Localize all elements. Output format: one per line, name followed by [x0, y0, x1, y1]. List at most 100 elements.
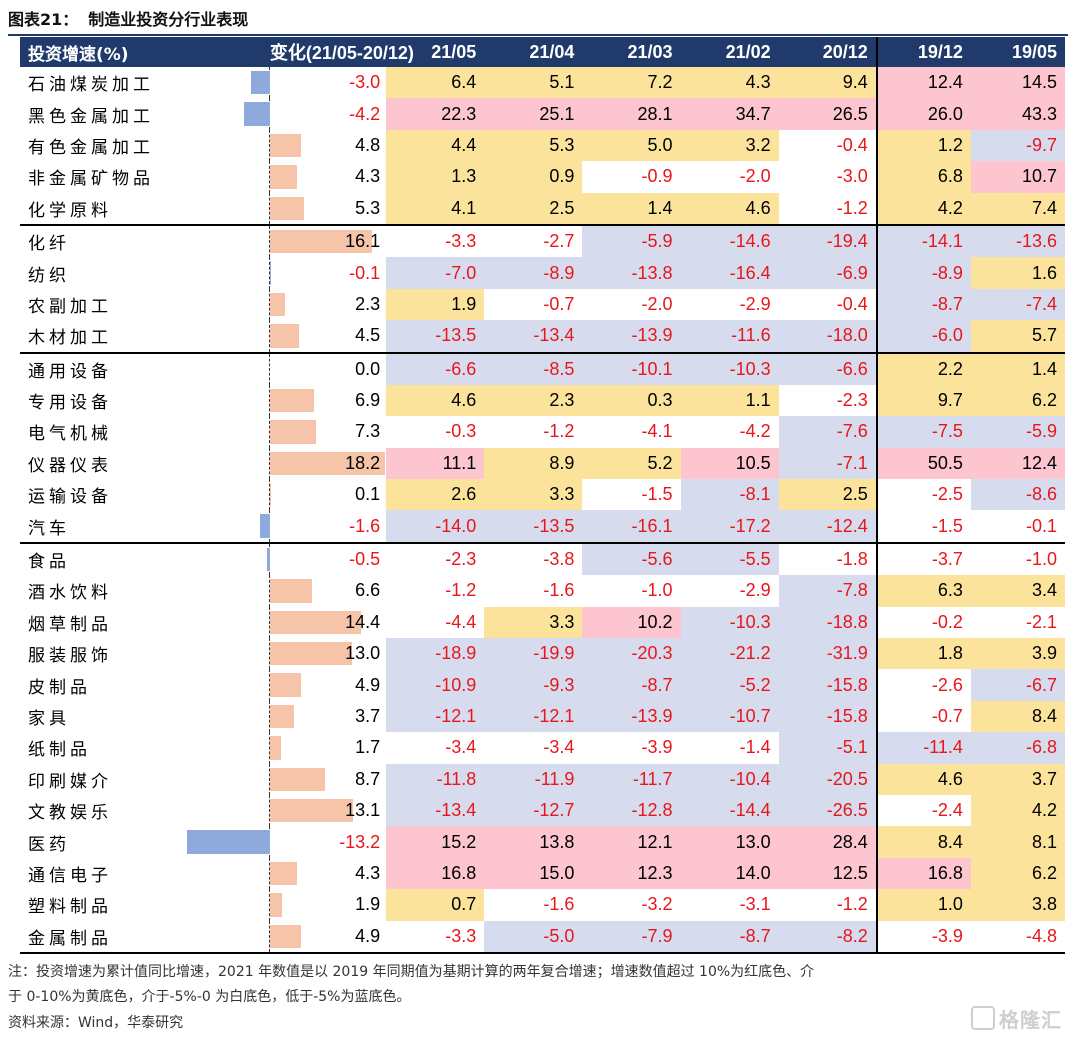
value-cell: 28.4	[778, 826, 877, 858]
value-cell: 3.2	[680, 129, 779, 162]
value-cell: 2.6	[386, 479, 485, 511]
change-value: -4.2	[349, 103, 381, 124]
value-cell: -11.8	[386, 763, 485, 795]
value-cell: -2.0	[582, 288, 681, 321]
industry-name: 非金属矿物品	[28, 169, 154, 190]
industry-name: 食品	[20, 541, 270, 576]
value-cell: -2.5	[875, 479, 971, 511]
change-cell: 0.1	[269, 479, 387, 511]
value-cell: -2.1	[970, 606, 1065, 639]
change-cell: 4.9	[269, 920, 387, 954]
table-row: 化纤 16.1 -3.3 -2.7 -5.9 -14.6 -19.4 -14.1 -13.6	[20, 223, 1065, 258]
header-name: 投资增速(%)	[20, 37, 270, 67]
change-bar-positive	[270, 798, 353, 823]
value-cell: -18.8	[778, 606, 877, 639]
change-bar-positive	[270, 388, 314, 413]
change-cell: 14.4	[269, 606, 387, 639]
value-cell: -2.9	[680, 288, 779, 321]
table-row: 黑色金属加工 -4.2 22.3 25.1 28.1 34.7 26.5 26.0 43.3	[20, 98, 1065, 130]
value-cell: -14.4	[680, 794, 779, 827]
industry-name: 烟草制品	[28, 614, 112, 635]
industry-name: 医药	[28, 834, 70, 855]
change-value: 6.9	[355, 390, 381, 411]
value-cell: 3.9	[970, 638, 1065, 670]
value-cell: -1.6	[484, 889, 583, 921]
table-row: 印刷媒介 8.7 -11.8 -11.9 -11.7 -10.4 -20.5 4.6 3.7	[20, 763, 1065, 795]
change-value: -3.0	[349, 72, 381, 93]
value-cell: 16.8	[386, 857, 485, 890]
value-cell: -2.9	[680, 575, 779, 607]
title-number: 图表21：	[8, 10, 79, 29]
value-cell: 12.4	[970, 447, 1065, 480]
value-cell: -3.7	[875, 541, 971, 576]
value-cell: -8.7	[582, 669, 681, 701]
industry-name: 文教娱乐	[28, 803, 112, 824]
value-cell: -1.8	[778, 541, 877, 576]
watermark: 格隆汇	[971, 1004, 1062, 1033]
value-cell: 1.6	[970, 257, 1065, 289]
change-cell: 6.9	[269, 384, 387, 417]
table-row: 塑料制品 1.9 0.7 -1.6 -3.2 -3.1 -1.2 1.0 3.8	[20, 889, 1065, 921]
change-bar-negative	[187, 830, 271, 854]
value-cell: -5.9	[970, 416, 1065, 448]
value-cell: 2.2	[875, 351, 971, 385]
table-body: 石油煤炭加工 -3.0 6.4 5.1 7.2 4.3 9.4 12.4 14.5 黑色金属加工 -…	[20, 67, 1065, 954]
value-cell: -10.7	[680, 700, 779, 733]
title-rule	[8, 34, 1068, 36]
value-cell: -8.2	[778, 920, 877, 954]
value-cell: -2.6	[875, 669, 971, 701]
industry-name: 酒水饮料	[28, 583, 112, 604]
value-cell: 3.3	[484, 479, 583, 511]
value-cell: -0.1	[970, 510, 1065, 543]
value-cell: -6.8	[970, 732, 1065, 764]
table-row: 木材加工 4.5 -13.5 -13.4 -13.9 -11.6 -18.0 -6.0 5.7	[20, 320, 1065, 353]
header-row: 投资增速(%) 变化(21/05-20/12) 21/05 21/04 21/0…	[20, 37, 1065, 67]
industry-name: 运输设备	[28, 487, 112, 508]
value-cell: -6.6	[386, 351, 485, 385]
value-cell: 3.7	[970, 763, 1065, 795]
value-cell: 15.0	[484, 857, 583, 890]
value-cell: -10.3	[680, 606, 779, 639]
value-cell: -18.9	[386, 638, 485, 670]
value-cell: -8.1	[680, 479, 779, 511]
industry-name: 专用设备	[28, 393, 112, 414]
industry-name: 汽车	[28, 518, 70, 539]
change-cell: 5.3	[269, 192, 387, 225]
value-cell: -4.4	[386, 606, 485, 639]
value-cell: 0.3	[582, 384, 681, 417]
value-cell: 9.7	[875, 384, 971, 417]
change-value: 0.1	[355, 484, 381, 505]
value-cell: -0.4	[778, 129, 877, 162]
change-cell: 1.7	[269, 732, 387, 764]
change-bar-positive	[270, 924, 302, 948]
change-value: 2.3	[355, 293, 381, 314]
industry-name: 纺织	[28, 265, 70, 286]
value-cell: -12.8	[582, 794, 681, 827]
value-cell: -8.7	[680, 920, 779, 954]
value-cell: -18.0	[778, 320, 877, 353]
change-cell: 0.0	[269, 351, 387, 385]
change-value: 16.1	[345, 231, 381, 252]
value-cell: 8.4	[970, 700, 1065, 733]
header-period: 21/04	[484, 37, 583, 67]
header-period: 21/05	[386, 37, 485, 67]
industry-name: 金属制品	[20, 920, 270, 954]
change-bar-negative	[251, 71, 271, 95]
change-value: 4.9	[355, 925, 381, 946]
change-cell: 3.7	[269, 700, 387, 733]
value-cell: -0.4	[778, 288, 877, 321]
value-cell: 4.4	[386, 129, 485, 162]
change-value: -0.1	[349, 262, 381, 283]
table-row: 食品 -0.5 -2.3 -3.8 -5.6 -5.5 -1.8 -3.7 -1.0	[20, 541, 1065, 576]
value-cell: -7.5	[875, 416, 971, 448]
value-cell: -1.2	[778, 192, 877, 225]
industry-name: 通用设备	[20, 351, 270, 385]
table-row: 皮制品 4.9 -10.9 -9.3 -8.7 -5.2 -15.8 -2.6 -6.7	[20, 669, 1065, 701]
value-cell: -17.2	[680, 510, 779, 543]
change-bar-negative	[267, 547, 271, 572]
value-cell: -8.9	[875, 257, 971, 289]
header-period: 19/05	[970, 37, 1065, 67]
value-cell: -11.4	[875, 732, 971, 764]
value-cell: -14.0	[386, 510, 485, 543]
change-value: 0.0	[355, 358, 381, 379]
